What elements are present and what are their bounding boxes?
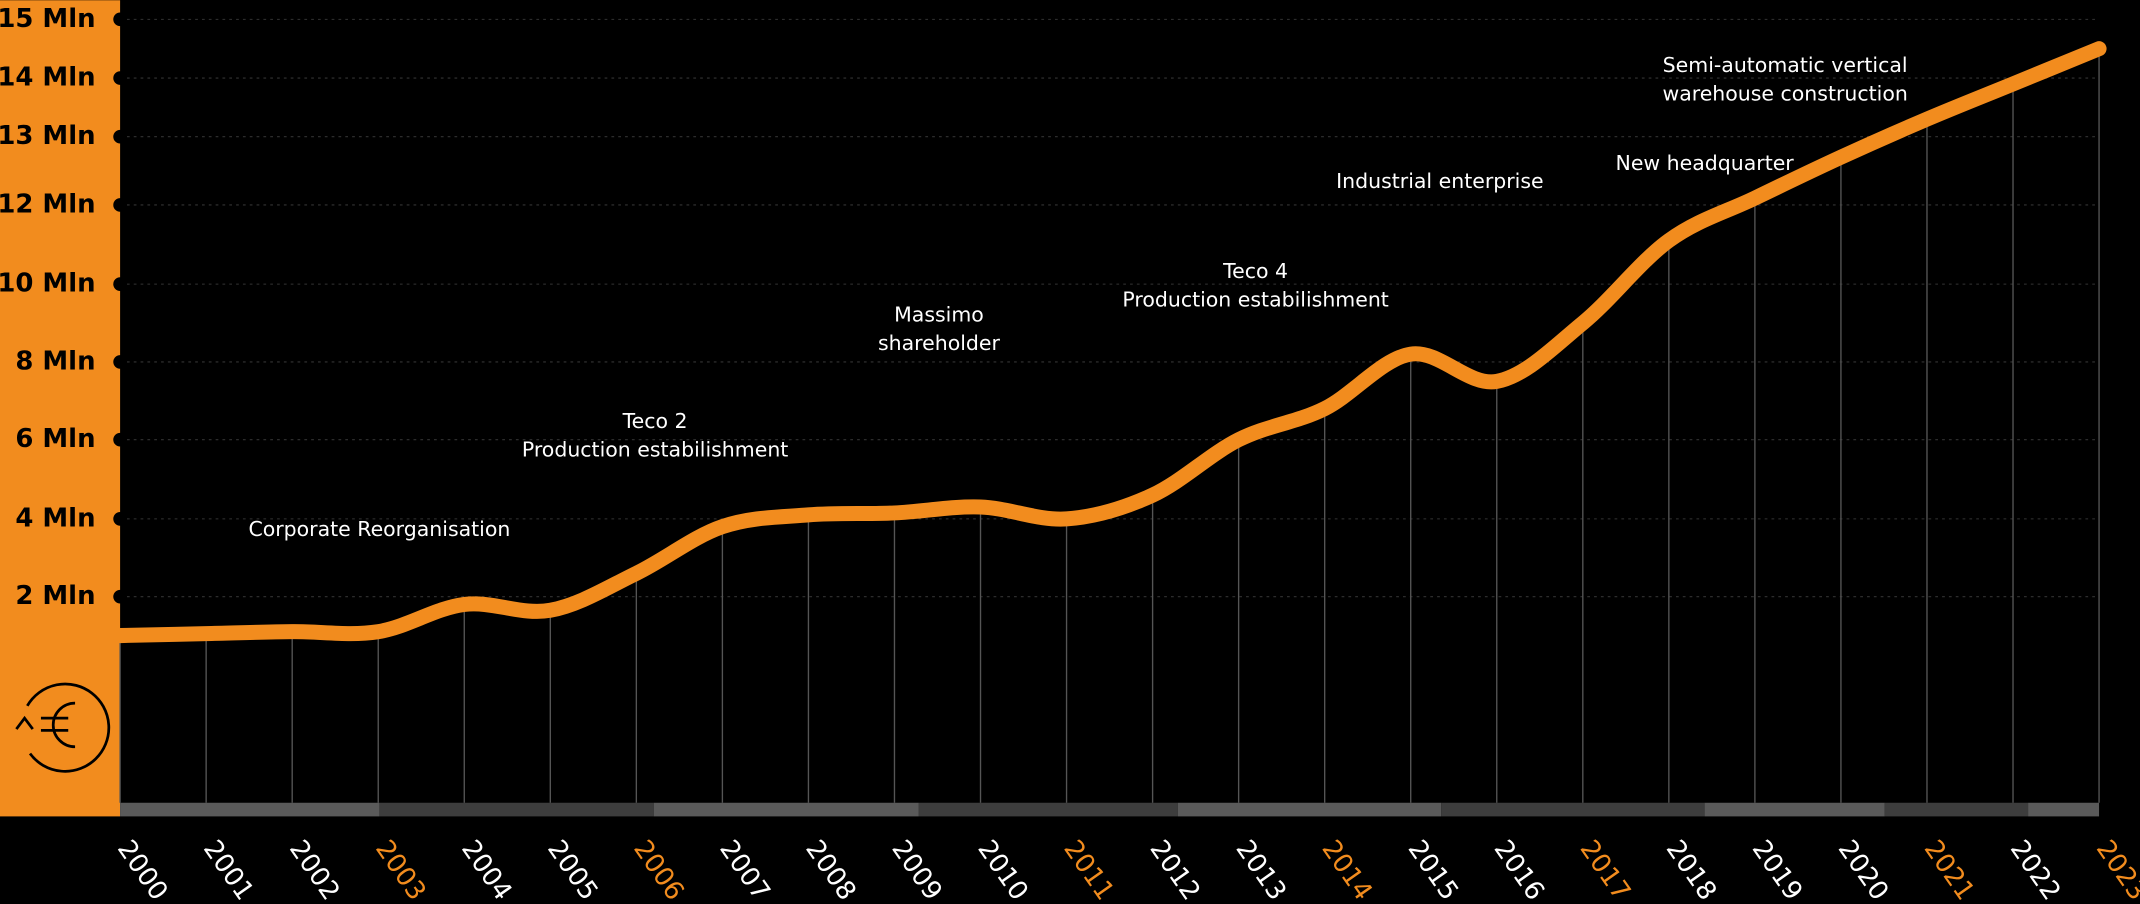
band xyxy=(918,802,1178,817)
tick-dot xyxy=(113,432,127,447)
sidebar xyxy=(0,0,121,817)
band xyxy=(2028,802,2100,817)
tick-dot xyxy=(113,12,127,27)
tick-dot xyxy=(113,198,127,212)
annotation: Production estabilishment xyxy=(522,438,788,462)
band xyxy=(1884,802,2029,817)
annotation: Production estabilishment xyxy=(1122,288,1388,312)
annotation: warehouse construction xyxy=(1662,81,1907,105)
annotation: shareholder xyxy=(878,331,1001,355)
icon-euro xyxy=(51,701,76,749)
euro-icon xyxy=(15,682,111,773)
tick-dot xyxy=(113,277,127,291)
band xyxy=(1704,802,1885,817)
annotation: Industrial enterprise xyxy=(1336,169,1543,193)
band xyxy=(379,802,654,817)
y-tick-label: 12 Mln xyxy=(0,189,96,219)
y-tick-label: 8 Mln xyxy=(15,346,95,376)
icon-arrow xyxy=(15,715,34,730)
band xyxy=(1177,802,1442,817)
annotation: Teco 2 xyxy=(622,409,688,433)
tick-dot xyxy=(113,512,127,526)
y-tick-label: 10 Mln xyxy=(0,269,96,299)
tick-dot xyxy=(113,129,127,144)
annotation: New headquarter xyxy=(1616,151,1795,175)
tick-dot xyxy=(113,355,127,369)
y-tick-label: 6 Mln xyxy=(15,424,95,454)
y-tick-label: 15 Mln xyxy=(0,4,96,34)
line xyxy=(112,41,2107,644)
annotation: Corporate Reorganisation xyxy=(248,517,510,541)
tick-dot xyxy=(113,589,127,604)
annotation: Massimo xyxy=(894,303,984,327)
annotation: Semi-automatic vertical xyxy=(1663,53,1908,77)
y-tick-label: 14 Mln xyxy=(0,63,96,93)
annotation: Teco 4 xyxy=(1222,259,1288,283)
y-tick-label: 4 Mln xyxy=(15,503,95,533)
y-tick-label: 2 Mln xyxy=(15,581,95,611)
band xyxy=(653,802,919,817)
y-tick-label: 13 Mln xyxy=(0,121,96,151)
tick-dot xyxy=(113,71,127,85)
band xyxy=(1441,802,1705,817)
icon-arc xyxy=(26,682,111,773)
band xyxy=(120,802,380,817)
timeline-band xyxy=(120,802,2100,817)
